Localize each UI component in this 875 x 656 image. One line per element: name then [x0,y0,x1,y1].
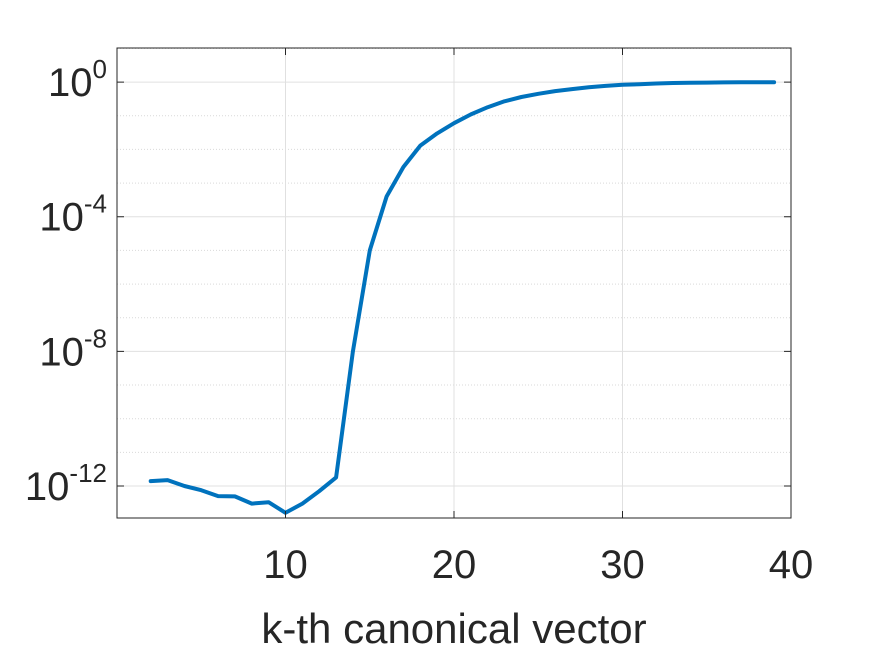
x-tick-label: 10 [263,543,308,587]
ticks: 100 10-4 10-8 10-12 10 20 30 40 [25,48,813,587]
y-tick-label: 10-8 [39,323,107,374]
x-tick-label: 40 [769,543,814,587]
y-tick-label: 10-12 [25,458,107,509]
x-tick-label: 30 [600,543,645,587]
series-line [148,80,777,515]
x-axis-label: k-th canonical vector [261,605,646,652]
grid [117,47,791,518]
x-tick-label: 20 [432,543,477,587]
y-tick-label: 10-4 [39,189,107,240]
plot-area [148,80,777,515]
y-tick-label: 100 [48,54,107,105]
